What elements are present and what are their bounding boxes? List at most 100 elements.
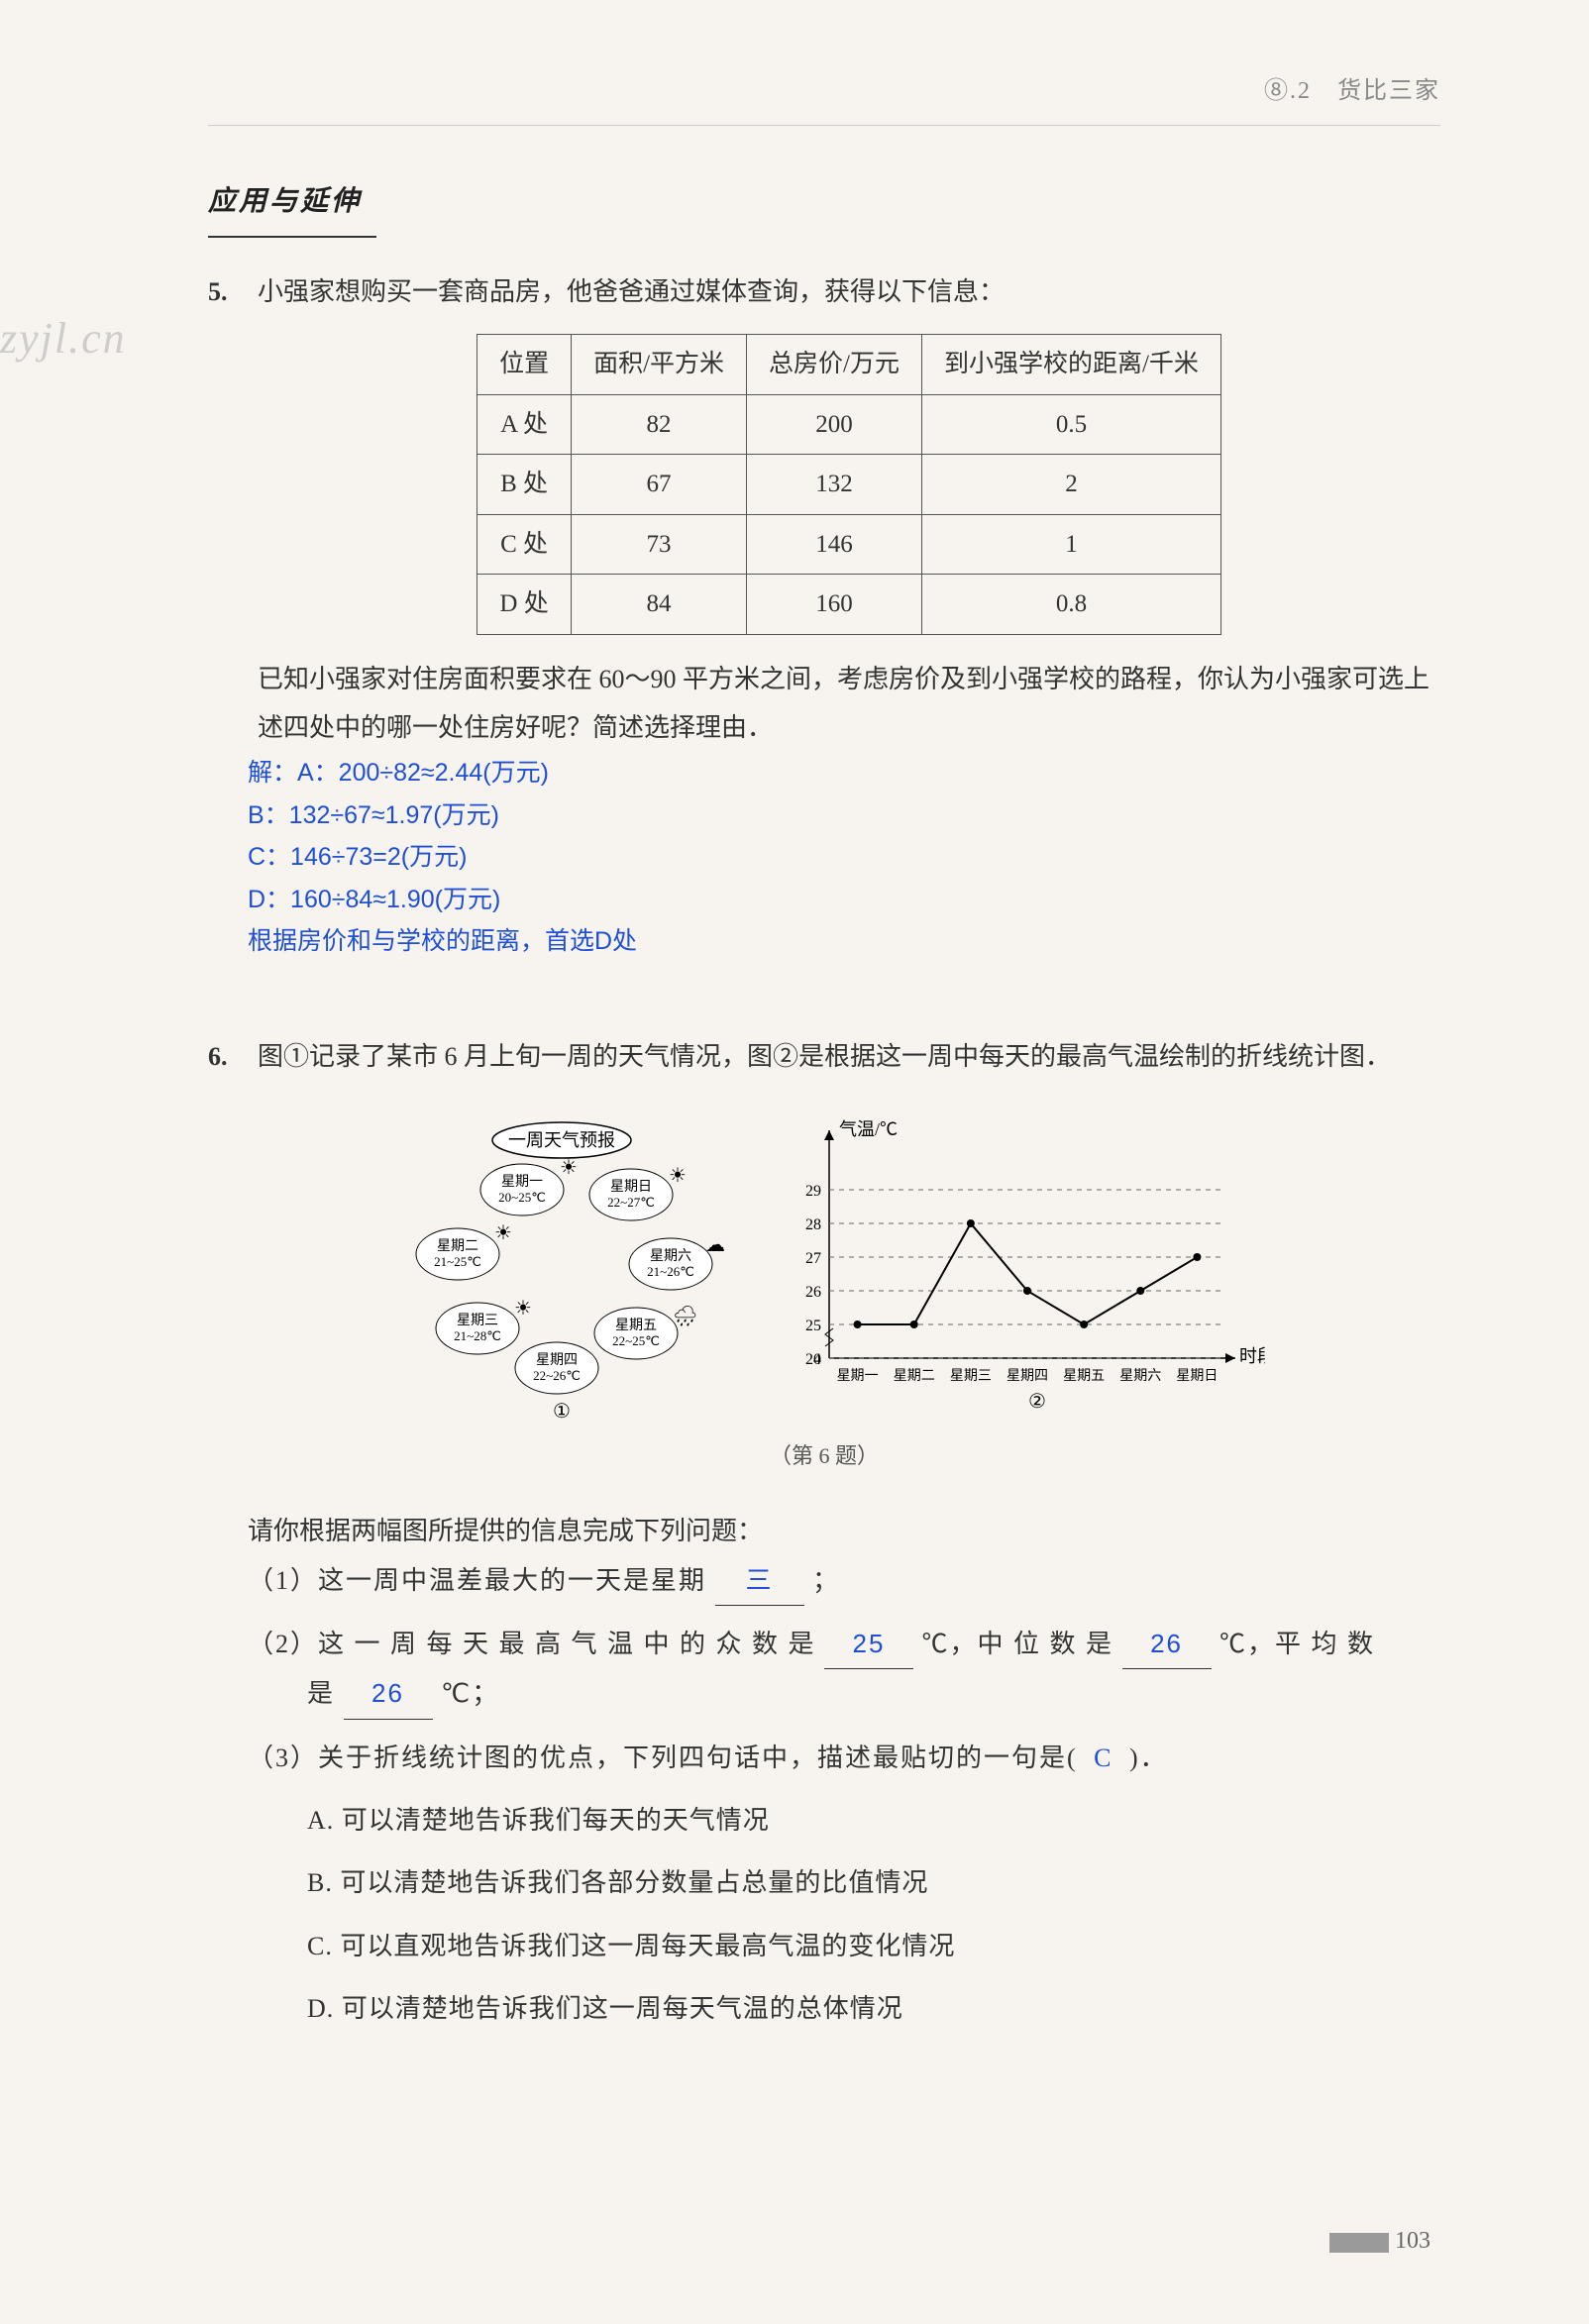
svg-text:21~26℃: 21~26℃ <box>647 1264 694 1279</box>
svg-text:☀: ☀ <box>514 1298 532 1320</box>
table-row: D 处 84 160 0.8 <box>477 575 1221 635</box>
day-bubble-sun: 星期日 22~27℃ ☀ <box>589 1165 687 1220</box>
question-5: 5. 小强家想购买一套商品房，他爸爸通过媒体查询，获得以下信息： 位置 面积/平… <box>208 267 1440 963</box>
col-location: 位置 <box>477 335 572 395</box>
day-bubble-tue: 星期二 21~25℃ ☀ <box>416 1222 512 1280</box>
q6-sub2: （2）这 一 周 每 天 最 高 气 温 中 的 众 数 是 25 ℃，中 位 … <box>248 1620 1440 1720</box>
cell-area: 82 <box>572 394 747 455</box>
svg-text:21~28℃: 21~28℃ <box>454 1328 501 1343</box>
sub3-answer: C <box>1086 1743 1120 1772</box>
sub1-tail: ； <box>812 1566 840 1595</box>
q5-text-question: 已知小强家对住房面积要求在 60～90 平方米之间，考虑房价及到小强学校的路程，… <box>258 655 1440 753</box>
svg-text:🌧: 🌧 <box>673 1306 697 1327</box>
svg-text:星期日: 星期日 <box>1176 1368 1218 1384</box>
day-bubble-sat: 星期六 21~26℃ ☁ <box>629 1234 725 1290</box>
q5-answer-line: 解：A：200÷82≈2.44(万元) <box>248 752 1440 794</box>
svg-text:22~25℃: 22~25℃ <box>612 1333 660 1348</box>
q5-data-table: 位置 面积/平方米 总房价/万元 到小强学校的距离/千米 A 处 82 200 … <box>477 334 1221 635</box>
figure-caption: （第 6 题） <box>208 1435 1440 1477</box>
q5-answer-line: C：146÷73=2(万元) <box>248 836 1440 879</box>
svg-text:②: ② <box>1028 1391 1046 1413</box>
q6-number: 6. <box>208 1032 248 1081</box>
table-row: B 处 67 132 2 <box>477 455 1221 515</box>
svg-text:28: 28 <box>805 1216 821 1233</box>
sub1-answer: 三 <box>715 1556 804 1606</box>
svg-text:星期二: 星期二 <box>437 1238 478 1254</box>
sub2-ans2: 26 <box>1122 1620 1212 1669</box>
sub2-tail: ℃； <box>441 1679 499 1708</box>
col-area: 面积/平方米 <box>572 335 747 395</box>
breadcrumb: ⑧.2 货比三家 <box>208 69 1440 115</box>
q6-sub3: （3）关于折线统计图的优点，下列四句话中，描述最贴切的一句是( C )． <box>248 1734 1440 1782</box>
svg-text:☀: ☀ <box>669 1165 687 1187</box>
svg-text:星期六: 星期六 <box>650 1248 691 1264</box>
sub2-mid2: ℃，平 均 数 <box>1219 1630 1375 1658</box>
option-b: B. 可以清楚地告诉我们各部分数量占总量的比值情况 <box>307 1858 1440 1907</box>
cell-area: 67 <box>572 455 747 515</box>
cell-dist: 0.5 <box>921 394 1220 455</box>
figures-container: 一周天气预报 星期一 20~25℃ ☀ 星期日 22~27℃ ☀ 星期二 <box>208 1110 1440 1427</box>
table-row: C 处 73 146 1 <box>477 514 1221 575</box>
sub2-ans1: 25 <box>824 1620 913 1669</box>
q6-sub1: （1）这一周中温差最大的一天是星期 三 ； <box>248 1556 1440 1606</box>
svg-text:22~27℃: 22~27℃ <box>607 1195 655 1210</box>
svg-text:25: 25 <box>805 1318 821 1334</box>
sub3-tail: )． <box>1129 1743 1168 1772</box>
page-number: 103 <box>1329 2219 1430 2265</box>
day-bubble-thu: 星期四 22~26℃ <box>515 1342 598 1394</box>
svg-text:22~26℃: 22~26℃ <box>533 1368 581 1383</box>
cell-loc: A 处 <box>477 394 572 455</box>
svg-text:21~25℃: 21~25℃ <box>434 1254 481 1269</box>
svg-text:气温/℃: 气温/℃ <box>839 1119 898 1139</box>
figure-weather-circle: 一周天气预报 星期一 20~25℃ ☀ 星期日 22~27℃ ☀ 星期二 <box>383 1110 740 1427</box>
sub3-label: （3）关于折线统计图的优点，下列四句话中，描述最贴切的一句是( <box>248 1743 1078 1772</box>
figure-line-chart: 气温/℃时段2425262728290星期一星期二星期三星期四星期五星期六星期日… <box>770 1110 1265 1427</box>
svg-text:时段: 时段 <box>1239 1346 1265 1366</box>
q6-options: A. 可以清楚地告诉我们每天的天气情况 B. 可以清楚地告诉我们各部分数量占总量… <box>307 1796 1440 2034</box>
fig1-sublabel: ① <box>553 1401 571 1423</box>
day-bubble-mon: 星期一 20~25℃ ☀ <box>480 1157 578 1215</box>
svg-text:星期二: 星期二 <box>894 1368 935 1384</box>
svg-text:星期五: 星期五 <box>615 1318 657 1333</box>
svg-text:星期一: 星期一 <box>837 1368 879 1384</box>
sub1-label: （1）这一周中温差最大的一天是星期 <box>248 1566 706 1595</box>
sub2-ans3: 26 <box>344 1669 433 1719</box>
svg-text:星期日: 星期日 <box>610 1179 652 1195</box>
svg-text:星期四: 星期四 <box>536 1352 578 1368</box>
question-6: 6. 图①记录了某市 6 月上旬一周的天气情况，图②是根据这一周中每天的最高气温… <box>208 1032 1440 2034</box>
option-a: A. 可以清楚地告诉我们每天的天气情况 <box>307 1796 1440 1845</box>
q5-answer-line: 根据房价和与学校的距离，首选D处 <box>248 920 1440 963</box>
col-price: 总房价/万元 <box>747 335 922 395</box>
cell-loc: D 处 <box>477 575 572 635</box>
sub2-label1: （2）这 一 周 每 天 最 高 气 温 中 的 众 数 是 <box>248 1630 816 1658</box>
svg-text:星期五: 星期五 <box>1063 1368 1105 1384</box>
option-d: D. 可以清楚地告诉我们这一周每天气温的总体情况 <box>307 1984 1440 2033</box>
svg-text:☁: ☁ <box>705 1234 725 1256</box>
table-row: A 处 82 200 0.5 <box>477 394 1221 455</box>
svg-text:星期三: 星期三 <box>457 1313 498 1328</box>
svg-text:☀: ☀ <box>560 1157 578 1179</box>
option-c: C. 可以直观地告诉我们这一周每天最高气温的变化情况 <box>307 1922 1440 1970</box>
svg-text:0: 0 <box>813 1351 821 1368</box>
fig1-title: 一周天气预报 <box>508 1130 615 1150</box>
svg-text:27: 27 <box>805 1250 821 1267</box>
svg-text:☀: ☀ <box>494 1222 512 1244</box>
svg-text:26: 26 <box>805 1284 821 1301</box>
cell-dist: 0.8 <box>921 575 1220 635</box>
sub2-line2: 是 <box>307 1679 335 1708</box>
cell-area: 84 <box>572 575 747 635</box>
section-header: 应用与延伸 <box>208 175 1440 228</box>
svg-text:星期四: 星期四 <box>1006 1368 1048 1384</box>
svg-text:星期六: 星期六 <box>1119 1368 1161 1384</box>
day-bubble-fri: 星期五 22~25℃ 🌧 <box>594 1306 697 1359</box>
cell-area: 73 <box>572 514 747 575</box>
cell-price: 200 <box>747 394 922 455</box>
cell-loc: B 处 <box>477 455 572 515</box>
section-underline <box>208 236 376 238</box>
q5-answer-line: B：132÷67≈1.97(万元) <box>248 794 1440 837</box>
cell-price: 160 <box>747 575 922 635</box>
svg-text:星期一: 星期一 <box>501 1174 543 1190</box>
cell-dist: 2 <box>921 455 1220 515</box>
cell-loc: C 处 <box>477 514 572 575</box>
q6-text-intro: 图①记录了某市 6 月上旬一周的天气情况，图②是根据这一周中每天的最高气温绘制的… <box>258 1032 1440 1081</box>
